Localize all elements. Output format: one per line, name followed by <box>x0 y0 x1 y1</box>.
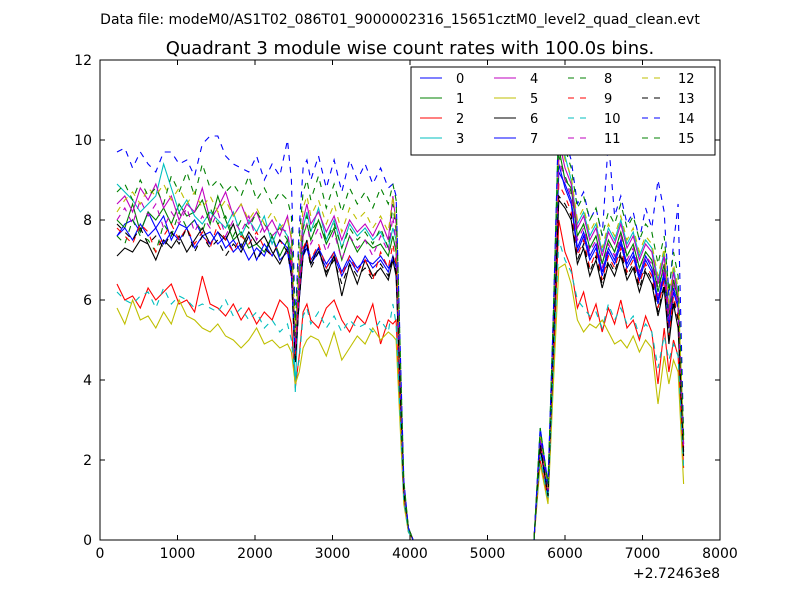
legend-label-3: 3 <box>456 132 464 147</box>
legend-label-5: 5 <box>530 92 538 107</box>
legend-label-15: 15 <box>678 132 695 147</box>
x-tick-label: 3000 <box>315 546 351 562</box>
legend-box <box>410 66 716 156</box>
suptitle: Data file: modeM0/AS1T02_086T01_90000023… <box>100 12 700 28</box>
series-line-2 <box>116 219 685 541</box>
y-tick-label: 4 <box>83 373 92 389</box>
series-line-1 <box>116 147 685 541</box>
series-lines <box>116 111 685 541</box>
series-line-4 <box>116 139 685 541</box>
y-tick-label: 10 <box>74 133 92 149</box>
y-tick-label: 8 <box>83 213 92 229</box>
x-tick-label: 6000 <box>547 546 583 562</box>
series-line-3 <box>116 111 685 541</box>
x-tick-label: 8000 <box>702 546 738 562</box>
legend-label-7: 7 <box>530 132 538 147</box>
legend-label-9: 9 <box>604 92 612 107</box>
y-tick-label: 2 <box>83 453 92 469</box>
plot-frame <box>99 59 721 541</box>
legend-label-6: 6 <box>530 112 538 127</box>
series-line-7 <box>116 169 685 541</box>
legend-label-4: 4 <box>530 72 538 87</box>
x-offset-label: +2.72463e8 <box>633 566 720 582</box>
x-tick-label: 7000 <box>625 546 661 562</box>
legend-label-14: 14 <box>678 112 695 127</box>
y-tick-label: 6 <box>83 293 92 309</box>
y-tick-label: 12 <box>74 53 92 69</box>
series-line-8 <box>116 155 685 541</box>
legend-label-11: 11 <box>604 132 621 147</box>
legend-label-1: 1 <box>456 92 464 107</box>
legend-label-12: 12 <box>678 72 695 87</box>
series-line-0 <box>116 163 685 541</box>
x-tick-label: 1000 <box>160 546 196 562</box>
series-line-5 <box>116 263 685 541</box>
y-tick-label: 0 <box>83 533 92 549</box>
series-line-10 <box>116 239 685 541</box>
x-tick-label: 2000 <box>237 546 273 562</box>
legend-label-13: 13 <box>678 92 695 107</box>
series-line-14 <box>116 111 685 541</box>
legend-label-8: 8 <box>604 72 612 87</box>
series-line-11 <box>116 159 685 541</box>
axes: 0 1000 2000 3000 4000 5000 6000 7000 80000246810… <box>74 53 738 562</box>
legend-label-0: 0 <box>456 72 464 87</box>
series-line-15 <box>116 119 685 541</box>
x-tick-label: 5000 <box>470 546 506 562</box>
series-line-12 <box>116 131 685 541</box>
x-tick-label: 0 <box>96 546 105 562</box>
legend-label-2: 2 <box>456 112 464 127</box>
x-tick-label: 4000 <box>392 546 428 562</box>
legend-label-10: 10 <box>604 112 621 127</box>
chart-title: Quadrant 3 module wise count rates with … <box>166 38 655 59</box>
